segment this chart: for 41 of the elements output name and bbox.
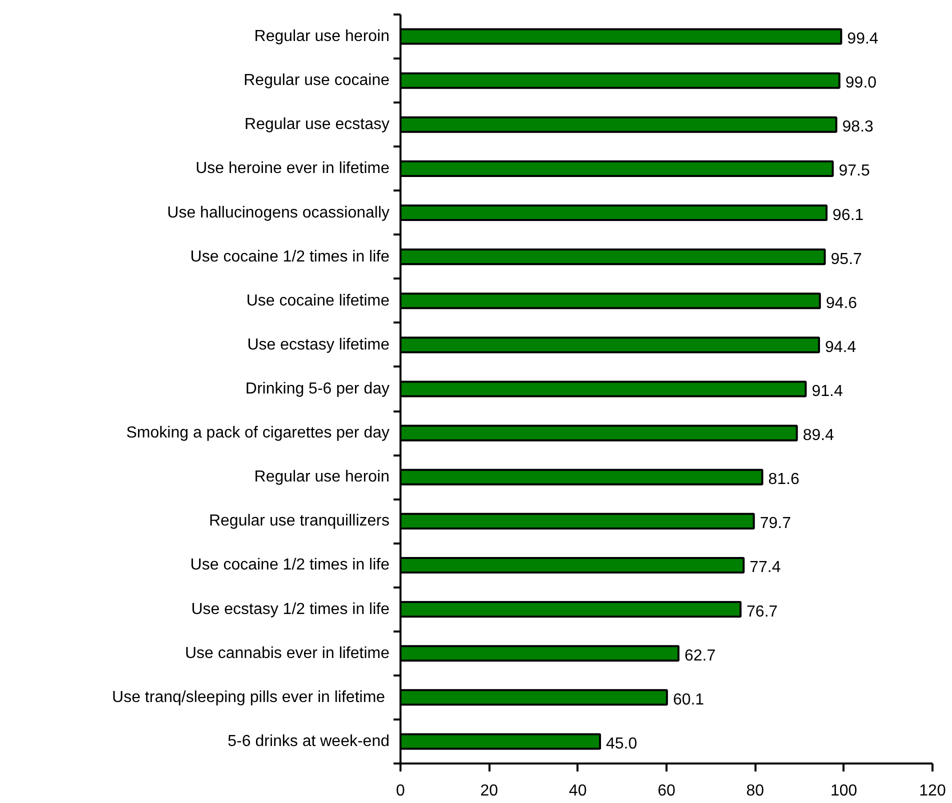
- data-label: 60.1: [672, 691, 704, 708]
- data-label: 76.7: [746, 603, 778, 620]
- x-tick-label: 60: [658, 782, 676, 800]
- x-tick-label: 40: [568, 782, 587, 800]
- x-tick-label: 120: [919, 782, 946, 800]
- data-label: 97.5: [838, 162, 870, 180]
- y-tick-label: Use cocaine 1/2 times in life: [190, 556, 390, 574]
- x-tick-label: 0: [396, 782, 406, 800]
- data-label: 79.7: [760, 515, 792, 532]
- y-tick-label: Regular use heroin: [254, 468, 390, 486]
- data-label: 95.7: [830, 250, 862, 268]
- y-tick-label: Regular use heroin: [254, 28, 390, 46]
- data-label: 62.7: [684, 647, 716, 664]
- data-label: 89.4: [802, 427, 834, 444]
- data-label: 99.0: [845, 74, 877, 92]
- y-tick-label: Use cocaine 1/2 times in life: [190, 248, 390, 266]
- x-tick-label: 20: [480, 782, 498, 800]
- y-tick-label: 5-6 drinks at week-end: [228, 732, 390, 750]
- y-tick-label: Use ecstasy lifetime: [247, 336, 390, 354]
- data-label: 94.6: [826, 294, 858, 312]
- y-tick-label: Use cannabis ever in lifetime: [184, 644, 390, 662]
- y-tick-label: Regular use tranquillizers: [208, 512, 390, 530]
- y-tick-label: Regular use ecstasy: [244, 116, 390, 134]
- data-label: 98.3: [842, 118, 874, 136]
- y-tick-label: Smoking a pack of cigarettes per day: [126, 424, 390, 442]
- y-tick-label: Use hallucinogens ocassionally: [167, 204, 390, 222]
- y-tick-label: Drinking 5-6 per day: [245, 380, 390, 398]
- y-tick-label: Regular use cocaine: [244, 72, 390, 90]
- data-label: 45.0: [606, 735, 638, 752]
- y-tick-label: Use tranq/sleeping pills ever in lifetime: [112, 688, 386, 706]
- data-label: 99.4: [847, 30, 878, 48]
- data-label: 91.4: [812, 383, 843, 400]
- x-tick-label: 100: [830, 782, 858, 800]
- y-tick-label: Use heroine ever in lifetime: [196, 160, 390, 178]
- x-tick-label: 80: [746, 782, 764, 800]
- data-label: 81.6: [768, 471, 800, 488]
- data-label: 96.1: [832, 206, 864, 224]
- y-tick-label: Use cocaine lifetime: [246, 292, 390, 310]
- data-label: 77.4: [750, 559, 781, 576]
- data-label: 94.4: [825, 338, 856, 356]
- y-tick-label: Use ecstasy 1/2 times in life: [191, 600, 390, 618]
